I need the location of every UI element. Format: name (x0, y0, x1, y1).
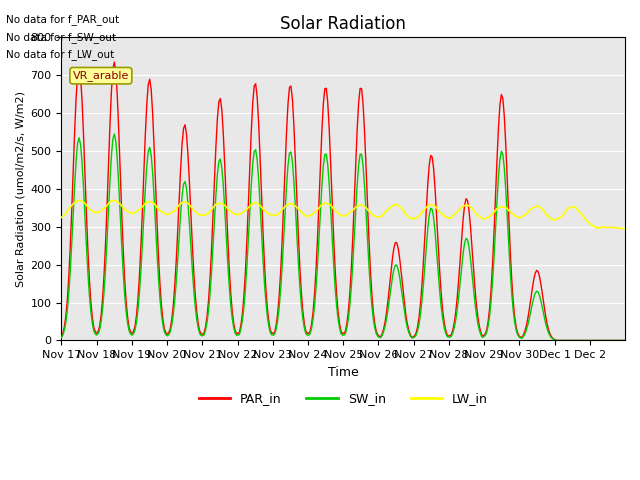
Text: No data for f_SW_out: No data for f_SW_out (6, 32, 116, 43)
X-axis label: Time: Time (328, 366, 358, 379)
Text: No data for f_PAR_out: No data for f_PAR_out (6, 14, 120, 25)
Title: Solar Radiation: Solar Radiation (280, 15, 406, 33)
Legend: PAR_in, SW_in, LW_in: PAR_in, SW_in, LW_in (193, 387, 493, 410)
Text: No data for f_LW_out: No data for f_LW_out (6, 49, 115, 60)
Text: VR_arable: VR_arable (73, 70, 129, 81)
Y-axis label: Solar Radiation (umol/m2/s, W/m2): Solar Radiation (umol/m2/s, W/m2) (15, 91, 25, 287)
